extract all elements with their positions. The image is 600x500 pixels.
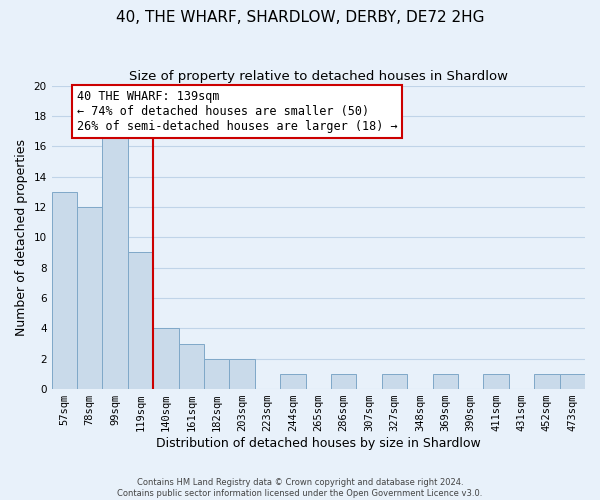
Bar [280, 374, 305, 389]
Text: 40 THE WHARF: 139sqm
← 74% of detached houses are smaller (50)
26% of semi-detac: 40 THE WHARF: 139sqm ← 74% of detached h… [77, 90, 398, 133]
Bar [103, 131, 128, 389]
X-axis label: Distribution of detached houses by size in Shardlow: Distribution of detached houses by size … [156, 437, 481, 450]
Bar [560, 374, 585, 389]
Y-axis label: Number of detached properties: Number of detached properties [15, 139, 28, 336]
Bar [229, 358, 255, 389]
Bar [433, 374, 458, 389]
Bar [128, 252, 153, 389]
Text: Contains HM Land Registry data © Crown copyright and database right 2024.
Contai: Contains HM Land Registry data © Crown c… [118, 478, 482, 498]
Bar [382, 374, 407, 389]
Bar [331, 374, 356, 389]
Bar [484, 374, 509, 389]
Bar [77, 207, 103, 389]
Bar [52, 192, 77, 389]
Text: 40, THE WHARF, SHARDLOW, DERBY, DE72 2HG: 40, THE WHARF, SHARDLOW, DERBY, DE72 2HG [116, 10, 484, 25]
Bar [153, 328, 179, 389]
Title: Size of property relative to detached houses in Shardlow: Size of property relative to detached ho… [129, 70, 508, 83]
Bar [534, 374, 560, 389]
Bar [204, 358, 229, 389]
Bar [179, 344, 204, 389]
